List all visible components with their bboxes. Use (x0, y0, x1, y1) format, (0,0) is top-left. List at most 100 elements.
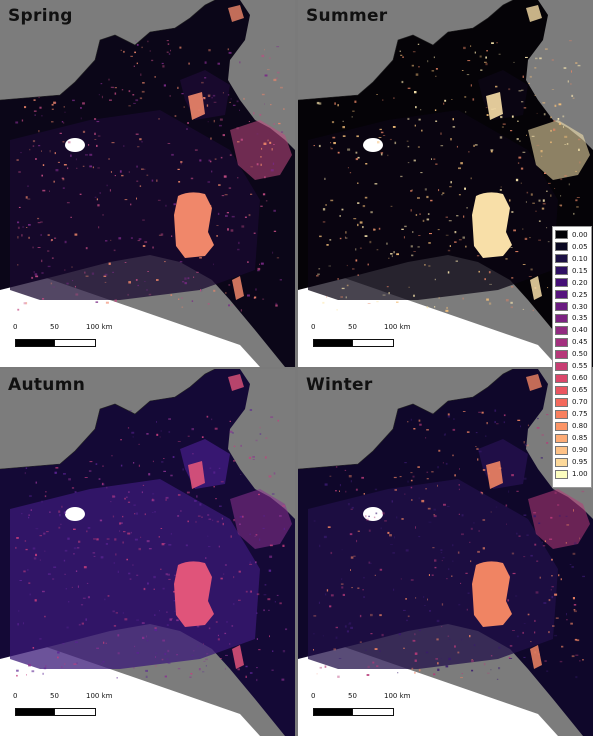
map-pixel (207, 514, 210, 516)
map-pixel (396, 253, 399, 256)
map-pixel (415, 73, 419, 76)
map-pixel (57, 161, 60, 163)
map-pixel (523, 514, 527, 516)
map-pixel (471, 669, 474, 672)
map-pixel (239, 515, 243, 518)
legend-swatch (555, 278, 568, 288)
map-pixel (407, 421, 409, 423)
map-pixel (95, 301, 99, 303)
map-pixel (260, 156, 262, 158)
map-pixel (206, 415, 209, 418)
map-pixel (151, 59, 154, 62)
map-pixel (280, 86, 283, 89)
legend-value: 0.70 (572, 398, 588, 407)
map-pixel (33, 110, 37, 112)
map-pixel (410, 579, 414, 581)
map-pixel (121, 174, 124, 177)
map-pixel (97, 135, 101, 137)
map-pixel (185, 544, 188, 547)
map-pixel (187, 520, 189, 523)
map-pixel (134, 513, 136, 515)
map-pixel (121, 89, 124, 91)
map-pixel (547, 241, 550, 243)
map-pixel (421, 499, 425, 503)
map-pixel (17, 226, 20, 229)
map-pixel (551, 575, 553, 577)
map-pixel (101, 663, 103, 665)
map-pixel (45, 665, 47, 668)
map-pixel (450, 138, 452, 141)
map-pixel (29, 148, 31, 151)
map-pixel (32, 140, 36, 143)
map-pixel (188, 62, 190, 65)
map-pixel (97, 204, 100, 207)
map-pixel (425, 488, 427, 490)
map-pixel (213, 101, 217, 103)
map-pixel (124, 497, 126, 500)
map-pixel (236, 100, 239, 103)
map-pixel (177, 168, 180, 170)
scale-label: 0 (311, 323, 316, 331)
map-pixel (359, 247, 362, 249)
map-pixel (227, 228, 229, 231)
legend-entry: 0.35 (555, 313, 589, 324)
map-pixel (43, 667, 47, 670)
map-pixel (263, 594, 267, 596)
map-pixel (244, 216, 247, 218)
map-pixel (141, 168, 144, 170)
lake (65, 507, 85, 521)
map-pixel (573, 609, 576, 611)
map-pixel (456, 145, 458, 148)
map-pixel (400, 54, 403, 56)
map-pixel (480, 69, 483, 71)
map-pixel (551, 586, 554, 588)
map-pixel (35, 275, 39, 278)
map-pixel (393, 476, 397, 479)
map-pixel (127, 293, 129, 296)
map-pixel (205, 658, 208, 661)
map-pixel (231, 432, 234, 434)
map-pixel (164, 652, 167, 656)
map-pixel (133, 102, 136, 104)
map-pixel (216, 235, 218, 237)
map-pixel (557, 118, 560, 120)
map-pixel (256, 667, 258, 669)
map-pixel (72, 99, 75, 102)
map-pixel (564, 175, 567, 177)
map-pixel (225, 668, 226, 670)
map-pixel (411, 499, 413, 501)
map-pixel (144, 241, 148, 243)
map-pixel (544, 48, 548, 50)
map-pixel (124, 262, 127, 263)
map-pixel (418, 629, 421, 632)
map-pixel (134, 645, 136, 648)
map-pixel (346, 264, 348, 267)
map-pixel (535, 57, 538, 60)
map-pixel (160, 568, 162, 570)
map-pixel (525, 444, 529, 447)
map-pixel (127, 501, 131, 503)
map-pixel (563, 67, 567, 69)
scale-label: 50 (50, 323, 59, 331)
map-pixel (418, 235, 421, 236)
map-pixel (479, 55, 482, 58)
map-pixel (538, 199, 541, 202)
map-pixel (167, 573, 170, 576)
legend-value: 0.75 (572, 410, 588, 419)
map-pixel (271, 148, 273, 151)
map-pixel (435, 120, 438, 122)
map-pixel (28, 664, 31, 667)
map-pixel (257, 270, 260, 272)
map-pixel (32, 647, 35, 649)
map-pixel (505, 299, 509, 302)
map-pixel (118, 237, 122, 240)
map-pixel (64, 111, 66, 113)
legend-entry: 0.50 (555, 349, 589, 360)
legend-value: 0.10 (572, 254, 588, 263)
map-pixel (488, 271, 491, 274)
map-pixel (548, 182, 551, 184)
map-pixel (407, 87, 411, 89)
map-pixel (443, 102, 445, 105)
map-pixel (221, 517, 223, 520)
map-pixel (155, 665, 157, 667)
